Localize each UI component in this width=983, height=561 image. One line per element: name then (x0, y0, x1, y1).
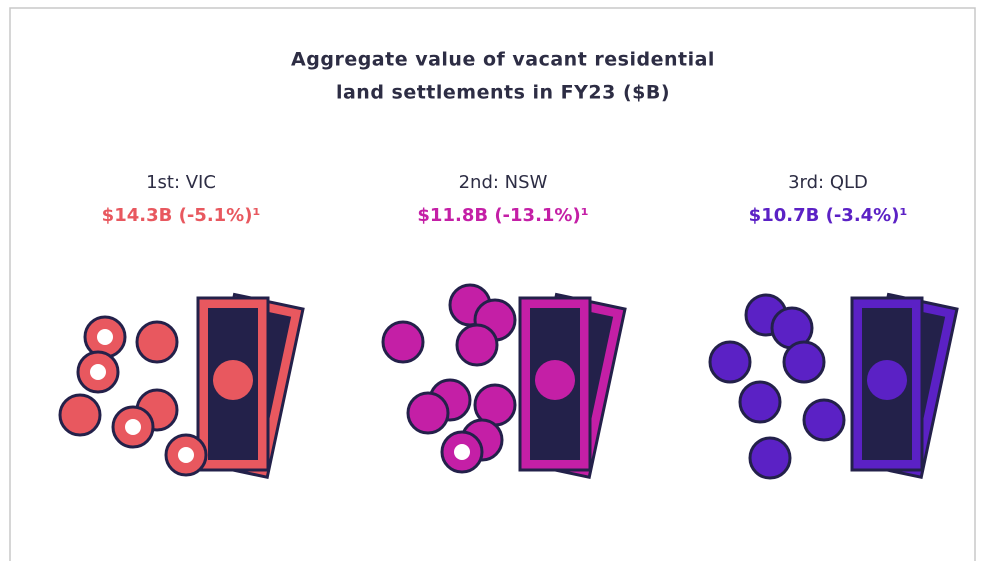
value-label: $14.3B (-5.1%)¹ (102, 205, 261, 226)
value-label: $10.7B (-3.4%)¹ (749, 205, 908, 226)
value-label: $11.8B (-13.1%)¹ (417, 205, 588, 226)
rank-label: 3rd: QLD (788, 172, 868, 193)
infographic: Aggregate value of vacant residential la… (0, 0, 983, 561)
page: Aggregate value of vacant residential la… (0, 0, 983, 561)
title: Aggregate value of vacant residential (291, 49, 715, 71)
money-illustration (710, 294, 957, 478)
money-illustration (383, 285, 625, 477)
title: land settlements in FY23 ($B) (336, 82, 670, 104)
money-illustration (60, 294, 303, 477)
rank-label: 1st: VIC (146, 172, 216, 193)
rank-label: 2nd: NSW (459, 172, 548, 193)
